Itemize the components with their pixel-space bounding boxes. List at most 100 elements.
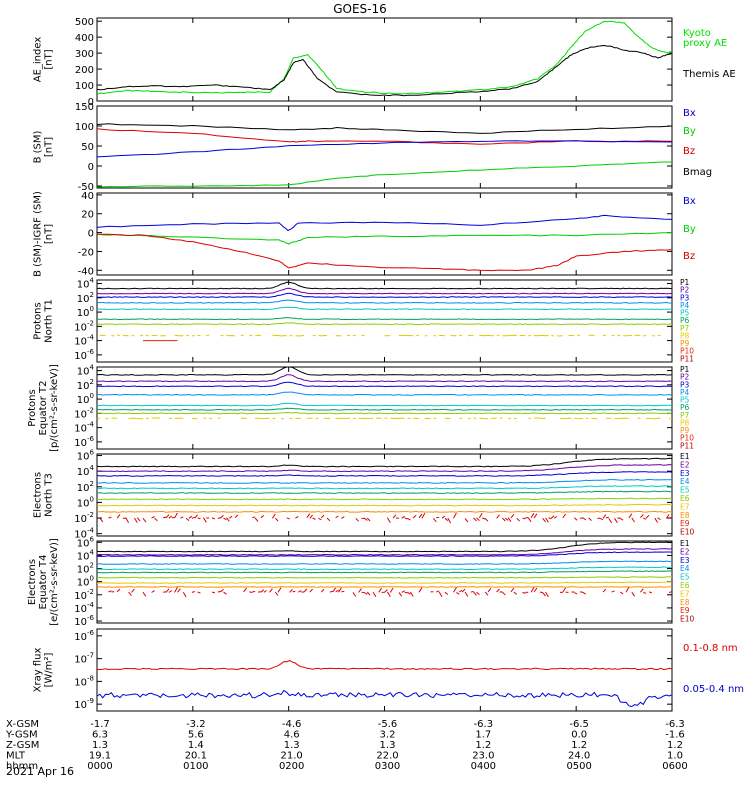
legend-entry: 0.05-0.4 nm [683, 684, 744, 695]
y-tick-label: 10-2 [74, 319, 94, 333]
row-value: 1.4 [188, 740, 204, 751]
series-P4 [96, 299, 673, 304]
row-value: 0400 [471, 761, 496, 772]
y-tick-label: 10-6 [74, 348, 94, 362]
row-value: 1.2 [667, 740, 683, 751]
legend-entry: Bz [683, 251, 695, 262]
legend-entry: E4 [680, 477, 690, 486]
legend-entry: E5 [680, 486, 690, 495]
series-P2 [96, 374, 673, 383]
y-tick-label: 0 [88, 162, 94, 173]
y-tick-label: 20 [81, 210, 94, 221]
y-axis-label: Electrons [33, 472, 44, 518]
legend-entry: P11 [680, 441, 694, 450]
legend-entry: proxy AE [683, 38, 727, 49]
panel-bigrf: -40 -20 0 20 40 B (SM)-IGRF (SM) [nT] Bx By Bz [33, 191, 696, 277]
legend-entry: P7 [680, 411, 690, 420]
y-tick-label: 104 [77, 277, 95, 291]
y-tick-label: 0 [88, 97, 94, 108]
legend-entry: P4 [680, 301, 690, 310]
series-E5 [96, 485, 673, 490]
y-tick-label: 10-4 [74, 601, 94, 615]
y-axis-label: Equator T2 [38, 381, 49, 436]
series-P1 [96, 281, 673, 290]
row-value: 0000 [87, 761, 112, 772]
row-value: 23.0 [472, 751, 494, 762]
row-value: 0600 [662, 761, 687, 772]
legend-entry: P5 [680, 396, 690, 405]
row-value: 3.2 [380, 730, 396, 741]
y-tick-label: -20 [78, 247, 94, 258]
legend-entry: E9 [680, 606, 690, 615]
series-E7 [96, 576, 673, 579]
series-By [96, 232, 673, 245]
y-tick-label: 50 [81, 142, 94, 153]
series-E3 [96, 471, 673, 477]
legend-entry: P7 [680, 324, 690, 333]
series-Bx [96, 140, 673, 158]
series-E1 [96, 541, 673, 553]
series-P3 [96, 292, 673, 299]
y-tick-label: 106 [77, 535, 95, 549]
chart-title: GOES-16 [333, 2, 387, 16]
series-E5 [96, 566, 673, 571]
legend-entry: E10 [680, 528, 695, 537]
series-P6 [96, 317, 673, 321]
series-E2 [96, 548, 673, 556]
legend-entry: P3 [680, 380, 690, 389]
series-E1 [96, 457, 673, 468]
y-axis-label: B (SM) [33, 130, 44, 163]
panel-frame [96, 366, 673, 450]
panel-frame [96, 105, 673, 189]
y-tick-label: 10-6 [74, 435, 94, 449]
y-tick-label: 100 [75, 122, 94, 133]
series-P3 [97, 381, 672, 388]
legend-entry: E6 [680, 494, 690, 503]
series-Kyoto-proxy-AE [96, 20, 673, 95]
row-value: 0.0 [571, 730, 587, 741]
series-E8 [96, 581, 672, 584]
legend-entry: P10 [680, 434, 694, 443]
legend-entry: P4 [680, 388, 690, 397]
legend-entry: Themis AE [682, 69, 736, 80]
series-E9 [96, 586, 673, 588]
row-value: -6.3 [665, 719, 685, 730]
series-P7 [96, 322, 673, 326]
row-value: 1.3 [92, 740, 108, 751]
series-P1 [96, 366, 673, 376]
y-axis-label: [e/(cm²-s-sr-keV)] [49, 538, 60, 626]
series-E6 [96, 490, 673, 494]
series-P8 [99, 334, 661, 337]
row-value: -1.6 [665, 730, 685, 741]
series-Bz [96, 233, 673, 272]
y-axis-label: [p/(cm²-s-sr-keV)] [49, 364, 60, 452]
legend-entry: P10 [680, 347, 694, 356]
y-tick-label: 104 [77, 548, 95, 562]
y-tick-label: -50 [78, 182, 94, 193]
y-tick-label: 100 [77, 575, 94, 589]
series-Bz [96, 128, 673, 145]
y-axis-label: Protons [33, 302, 44, 339]
row-value: 4.6 [284, 730, 300, 741]
series-Bmag [96, 123, 673, 134]
series-E3 [96, 551, 673, 557]
legend-entry: P2 [680, 286, 690, 295]
legend-entry: P8 [680, 418, 690, 427]
y-tick-label: 150 [75, 102, 94, 113]
series-E9 [96, 510, 673, 513]
legend-entry: E10 [680, 615, 695, 624]
legend-entry: Bmag [683, 167, 712, 178]
orbit-footer: X-GSM -1.7 -3.2 -4.6 -5.6 -6.3 -6.5 -6.3 Y-GSM 6.… [5, 719, 688, 772]
series-E10 [99, 512, 672, 524]
legend-entry: E9 [680, 519, 690, 528]
y-tick-label: 100 [77, 305, 94, 319]
legend-entry: E4 [680, 564, 690, 573]
y-axis-label: Protons [27, 389, 38, 426]
legend-entry: P3 [680, 293, 690, 302]
legend-entry: By [683, 224, 696, 235]
